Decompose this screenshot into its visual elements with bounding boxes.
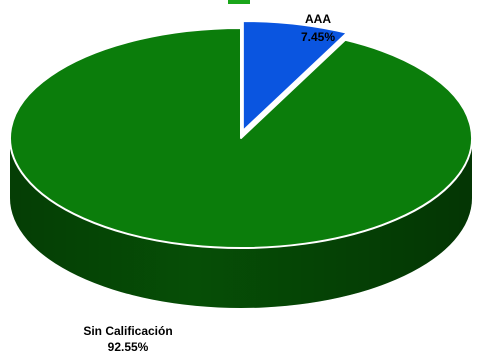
title-fragment [228,0,250,4]
slices-layer [9,19,473,308]
slice-label-aaa: AAA [305,12,331,26]
slice-value-aaa: 7.45% [301,30,335,44]
pie-side-shade-1 [10,138,472,308]
pie-slice-sin-calificacion [9,27,473,249]
slice-label-sin-calificacion: Sin Calificación [83,324,172,338]
slice-value-sin-calificacion: 92.55% [108,340,149,351]
pie-slice-aaa [241,19,349,132]
